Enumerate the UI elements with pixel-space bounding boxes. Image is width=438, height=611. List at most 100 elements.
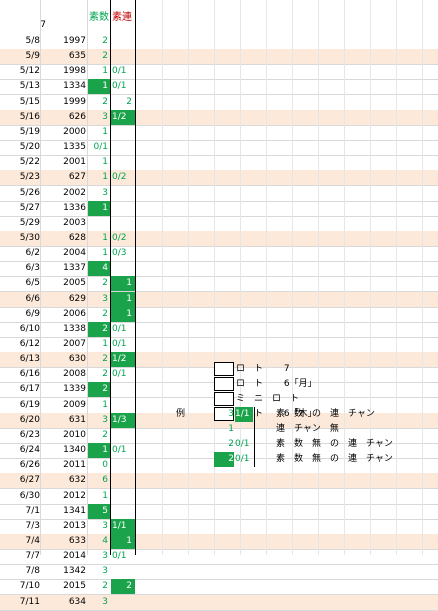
draw-number-cell[interactable]: 2004 <box>63 248 86 259</box>
prime-count-cell[interactable]: 1 <box>102 399 108 410</box>
draw-number-cell[interactable]: 2015 <box>63 581 86 592</box>
prime-streak-cell[interactable]: 0/1 <box>112 551 127 562</box>
date-cell[interactable]: 5/16 <box>19 111 40 122</box>
prime-streak-cell[interactable]: 0/2 <box>112 172 127 183</box>
prime-streak-cell[interactable]: 0/2 <box>112 232 127 243</box>
prime-streak-cell[interactable]: 1 <box>111 533 135 549</box>
prime-streak-cell[interactable]: 1/1 <box>111 518 135 534</box>
date-cell[interactable]: 5/9 <box>25 51 40 62</box>
prime-count-cell[interactable]: 3 <box>102 520 108 531</box>
prime-count-cell[interactable]: 1 <box>102 66 108 77</box>
draw-number-cell[interactable]: 635 <box>68 51 86 62</box>
draw-number-cell[interactable]: 630 <box>68 354 86 365</box>
prime-count-cell[interactable]: 3 <box>102 596 108 607</box>
prime-count-cell[interactable]: 0/1 <box>93 142 108 153</box>
draw-number-cell[interactable]: 2006 <box>63 308 86 319</box>
prime-count-cell[interactable]: 2 <box>88 382 110 398</box>
prime-streak-cell[interactable] <box>111 186 135 201</box>
draw-number-cell[interactable]: 2001 <box>63 157 86 168</box>
prime-streak-cell[interactable]: 2 <box>126 96 132 107</box>
prime-count-cell[interactable] <box>88 216 110 231</box>
prime-streak-cell[interactable] <box>111 216 135 231</box>
prime-streak-cell[interactable] <box>111 34 135 49</box>
draw-number-cell[interactable]: 633 <box>68 535 86 546</box>
date-cell[interactable]: 6/6 <box>25 293 40 304</box>
prime-count-cell[interactable]: 1 <box>102 126 108 137</box>
date-cell[interactable]: 7/11 <box>19 596 40 607</box>
date-cell[interactable]: 5/27 <box>19 202 40 213</box>
prime-count-cell[interactable]: 2 <box>102 51 108 62</box>
prime-count-cell[interactable]: 1 <box>88 443 110 459</box>
date-cell[interactable]: 6/12 <box>19 339 40 349</box>
date-cell[interactable]: 6/27 <box>19 475 40 486</box>
draw-number-cell[interactable]: 1342 <box>63 566 86 577</box>
prime-count-cell[interactable]: 3 <box>102 187 108 198</box>
date-cell[interactable]: 5/23 <box>19 172 40 183</box>
draw-number-cell[interactable]: 1337 <box>63 263 86 274</box>
prime-streak-cell[interactable]: 2 <box>111 579 135 595</box>
date-cell[interactable]: 6/24 <box>19 445 40 456</box>
prime-count-cell[interactable]: 1 <box>88 79 110 95</box>
date-cell[interactable]: 6/10 <box>19 323 40 334</box>
prime-streak-cell[interactable] <box>111 489 135 504</box>
prime-count-cell[interactable]: 1 <box>102 339 108 349</box>
prime-streak-cell[interactable] <box>111 458 135 473</box>
date-cell[interactable]: 6/26 <box>19 460 40 471</box>
prime-count-cell[interactable]: 3 <box>102 566 108 577</box>
draw-number-cell[interactable]: 631 <box>68 414 86 425</box>
prime-streak-cell[interactable] <box>111 595 135 610</box>
prime-streak-cell[interactable] <box>111 504 135 519</box>
date-cell[interactable]: 7/7 <box>25 551 40 562</box>
draw-number-cell[interactable]: 634 <box>68 596 86 607</box>
prime-count-cell[interactable]: 5 <box>88 503 110 519</box>
prime-count-cell[interactable]: 1 <box>102 172 108 183</box>
prime-count-cell[interactable]: 3 <box>102 551 108 562</box>
prime-count-cell[interactable]: 3 <box>102 414 108 425</box>
prime-streak-cell[interactable]: 1 <box>111 276 135 292</box>
prime-count-cell[interactable]: 1 <box>102 232 108 243</box>
prime-count-cell[interactable]: 2 <box>102 96 108 107</box>
draw-number-cell[interactable]: 1339 <box>63 384 86 395</box>
draw-number-cell[interactable]: 626 <box>68 111 86 122</box>
draw-number-cell[interactable]: 2009 <box>63 399 86 410</box>
prime-count-cell[interactable]: 0 <box>102 460 108 471</box>
draw-number-cell[interactable]: 1334 <box>63 81 86 92</box>
draw-number-cell[interactable]: 627 <box>68 172 86 183</box>
date-cell[interactable]: 7/4 <box>25 535 40 546</box>
date-cell[interactable]: 5/19 <box>19 126 40 137</box>
prime-streak-cell[interactable]: 1 <box>111 306 135 322</box>
date-cell[interactable]: 6/30 <box>19 490 40 501</box>
prime-streak-cell[interactable]: 0/3 <box>112 248 127 259</box>
prime-count-cell[interactable]: 2 <box>102 429 108 440</box>
draw-number-cell[interactable]: 1338 <box>63 323 86 334</box>
date-cell[interactable]: 7/8 <box>25 566 40 577</box>
prime-streak-cell[interactable] <box>111 398 135 413</box>
date-cell[interactable]: 6/19 <box>19 399 40 410</box>
draw-number-cell[interactable]: 1340 <box>63 445 86 456</box>
draw-number-cell[interactable]: 629 <box>68 293 86 304</box>
prime-count-cell[interactable]: 2 <box>102 354 108 365</box>
prime-count-cell[interactable]: 2 <box>102 36 108 46</box>
draw-number-cell[interactable]: 2012 <box>63 490 86 501</box>
draw-number-cell[interactable]: 2007 <box>63 339 86 349</box>
prime-streak-cell[interactable] <box>111 382 135 397</box>
date-cell[interactable]: 6/23 <box>19 429 40 440</box>
date-cell[interactable]: 7/1 <box>25 505 40 516</box>
prime-streak-cell[interactable]: 1/2 <box>111 352 135 368</box>
draw-number-cell[interactable]: 2014 <box>63 551 86 562</box>
prime-count-cell[interactable]: 1 <box>88 200 110 216</box>
date-cell[interactable]: 6/13 <box>19 354 40 365</box>
date-cell[interactable]: 6/3 <box>25 263 40 274</box>
draw-number-cell[interactable]: 2013 <box>63 520 86 531</box>
date-cell[interactable]: 5/26 <box>19 187 40 198</box>
date-cell[interactable]: 7/3 <box>25 520 40 531</box>
prime-streak-cell[interactable] <box>111 140 135 155</box>
prime-count-cell[interactable]: 1 <box>102 157 108 168</box>
date-cell[interactable]: 5/30 <box>19 232 40 243</box>
date-cell[interactable]: 6/16 <box>19 369 40 380</box>
draw-number-cell[interactable]: 1335 <box>63 142 86 153</box>
prime-streak-cell[interactable] <box>111 261 135 276</box>
prime-streak-cell[interactable]: 0/1 <box>112 339 127 349</box>
draw-number-cell[interactable]: 1336 <box>63 202 86 213</box>
prime-count-cell[interactable]: 1 <box>102 248 108 259</box>
